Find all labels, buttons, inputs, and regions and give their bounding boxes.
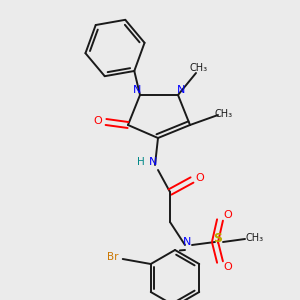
Text: N: N bbox=[133, 85, 141, 95]
Text: O: O bbox=[224, 262, 232, 272]
Text: CH₃: CH₃ bbox=[215, 109, 233, 119]
Text: O: O bbox=[94, 116, 102, 126]
Text: Br: Br bbox=[107, 252, 118, 262]
Text: CH₃: CH₃ bbox=[190, 63, 208, 73]
Text: N: N bbox=[177, 85, 185, 95]
Text: H: H bbox=[137, 157, 145, 167]
Text: O: O bbox=[224, 210, 232, 220]
Text: N: N bbox=[149, 157, 157, 167]
Text: CH₃: CH₃ bbox=[246, 233, 264, 243]
Text: N: N bbox=[183, 237, 191, 247]
Text: O: O bbox=[196, 173, 204, 183]
Text: S: S bbox=[214, 232, 223, 245]
